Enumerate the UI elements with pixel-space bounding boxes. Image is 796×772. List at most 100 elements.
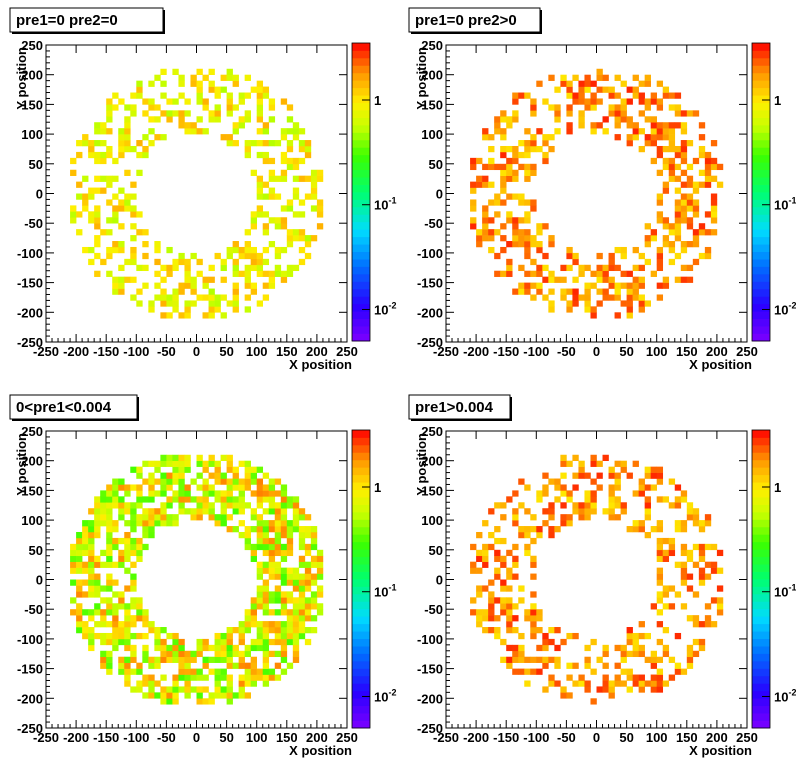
heatmap-bin	[500, 175, 507, 182]
heatmap-bin	[596, 656, 603, 663]
heatmap-bin	[220, 312, 227, 319]
heatmap-bin	[626, 140, 633, 147]
y-tick-label: 50	[429, 543, 443, 558]
heatmap-bin	[310, 591, 318, 598]
heatmap-bin	[154, 638, 161, 646]
heatmap-bin	[124, 585, 131, 592]
heatmap-bin	[190, 282, 197, 289]
heatmap-bin	[82, 561, 89, 568]
heatmap-bin	[106, 104, 113, 111]
heatmap-bin	[668, 603, 676, 610]
heatmap-bin	[124, 549, 131, 557]
heatmap-bin	[512, 603, 519, 610]
heatmap-bin	[112, 490, 119, 497]
heatmap-bin	[238, 98, 245, 105]
heatmap-bin	[196, 692, 203, 699]
x-tick-label: -250	[33, 344, 59, 359]
heatmap-bin	[160, 80, 167, 87]
heatmap-bin	[656, 145, 664, 153]
heatmap-bin	[608, 282, 615, 289]
heatmap-bin	[656, 98, 664, 105]
heatmap-bin	[710, 163, 718, 171]
heatmap-bin	[602, 508, 609, 515]
heatmap-bin	[76, 193, 83, 200]
heatmap-bin	[644, 472, 651, 479]
x-tick-label: 200	[706, 344, 728, 359]
heatmap-bin	[106, 537, 113, 545]
heatmap-bin	[124, 199, 131, 206]
heatmap-bin	[548, 508, 555, 515]
heatmap-bin	[554, 484, 561, 491]
heatmap-bin	[704, 603, 712, 610]
color-bar-segment	[352, 489, 370, 498]
heatmap-bin	[76, 579, 83, 586]
heatmap-bin	[178, 312, 185, 319]
heatmap-bin	[596, 300, 603, 307]
heatmap-bin	[256, 573, 264, 580]
color-bar-segment	[352, 50, 370, 59]
heatmap-bin	[148, 621, 155, 628]
heatmap-bin	[476, 615, 483, 622]
color-bar-frame	[751, 42, 771, 342]
heatmap-bin	[172, 644, 179, 652]
heatmap-bin	[512, 644, 519, 652]
heatmap-bin	[662, 650, 670, 658]
y-tick-label: -50	[24, 216, 43, 231]
heatmap-bin	[512, 193, 519, 200]
color-bar-segment	[752, 653, 770, 662]
color-bar-segment	[352, 720, 370, 729]
heatmap-bin	[608, 496, 615, 503]
color-bar-label: 1	[374, 480, 381, 495]
heatmap-bin	[530, 514, 537, 521]
color-bar-segment	[352, 549, 370, 558]
heatmap-bin	[142, 520, 149, 527]
color-bar-segment	[352, 251, 370, 260]
color-bar-segment	[752, 296, 770, 305]
heatmap-bin	[292, 229, 300, 236]
heatmap-bin	[674, 104, 682, 111]
heatmap-bin	[232, 466, 239, 473]
color-bar-segment	[352, 273, 370, 282]
x-tick-label: -250	[33, 730, 59, 745]
heatmap-bin	[566, 288, 573, 295]
heatmap-bin	[124, 193, 131, 200]
heatmap-bin	[536, 229, 543, 236]
heatmap-bin	[590, 306, 597, 313]
heatmap-bin	[82, 246, 89, 254]
heatmap-bin	[172, 478, 179, 485]
color-bar-segment	[352, 519, 370, 528]
heatmap-bin	[310, 543, 318, 551]
heatmap-bin	[626, 312, 633, 319]
heatmap-bin	[530, 615, 537, 622]
heatmap-bin	[250, 543, 257, 551]
heatmap-bin	[584, 502, 591, 509]
heatmap-bin	[500, 163, 507, 171]
heatmap-bin	[710, 561, 718, 568]
heatmap-bin	[310, 603, 318, 610]
heatmap-bin	[106, 270, 113, 277]
heatmap-bin	[632, 264, 639, 272]
heatmap-bin	[662, 241, 670, 248]
heatmap-bin	[106, 508, 113, 515]
heatmap-bin	[106, 543, 113, 551]
color-bar-label: 10-1	[774, 196, 796, 213]
heatmap-bin	[710, 199, 718, 206]
heatmap-bin	[136, 472, 143, 479]
heatmap-bin	[88, 537, 95, 545]
heatmap-bin	[262, 632, 270, 640]
heatmap-bin	[220, 638, 227, 646]
heatmap-bin	[298, 579, 306, 586]
heatmap-bin	[614, 478, 621, 485]
heatmap-bin	[190, 252, 197, 260]
heatmap-bin	[226, 686, 233, 693]
x-tick-label: 250	[736, 344, 758, 359]
heatmap-bin	[124, 680, 131, 687]
heatmap-bin	[292, 122, 300, 129]
heatmap-bin	[256, 110, 264, 117]
heatmap-bin	[566, 104, 573, 111]
heatmap-bin	[286, 609, 294, 616]
heatmap-bin	[542, 98, 549, 105]
y-tick-label: -50	[24, 602, 43, 617]
heatmap-bin	[656, 638, 664, 646]
heatmap-bin	[524, 128, 531, 135]
